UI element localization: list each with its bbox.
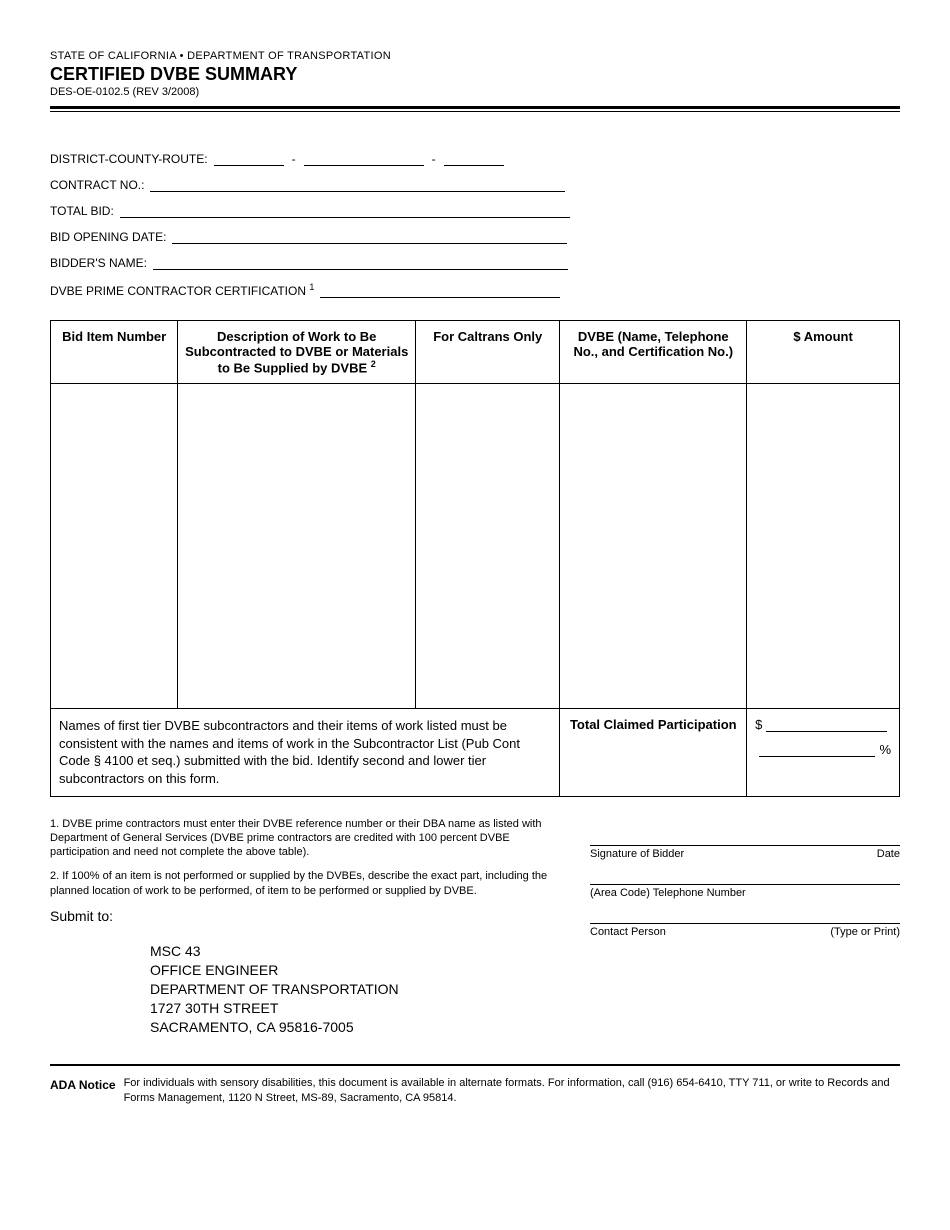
dollar-sign: $ xyxy=(755,717,762,732)
contact-block: Contact Person (Type or Print) xyxy=(590,923,900,938)
dcr-label: DISTRICT-COUNTY-ROUTE: xyxy=(50,152,208,166)
total-bid-input[interactable] xyxy=(120,204,570,218)
header-rule-thick xyxy=(50,106,900,109)
table-body-row xyxy=(51,384,900,709)
signature-block: Signature of Bidder Date xyxy=(590,845,900,860)
th-caltrans: For Caltrans Only xyxy=(416,321,560,384)
total-bid-label: TOTAL BID: xyxy=(50,204,114,218)
dcr-input-1[interactable] xyxy=(214,152,284,166)
dcr-dash-2: - xyxy=(424,152,444,166)
addr-line-4: 1727 30TH STREET xyxy=(150,999,566,1018)
th-bid-item: Bid Item Number xyxy=(51,321,178,384)
addr-line-3: DEPARTMENT OF TRANSPORTATION xyxy=(150,980,566,999)
contract-no-input[interactable] xyxy=(150,178,565,192)
dcr-input-3[interactable] xyxy=(444,152,504,166)
subcontractor-note: Names of first tier DVBE subcontractors … xyxy=(51,709,560,796)
total-percent-input[interactable] xyxy=(759,743,875,757)
dvbe-prime-row: DVBE PRIME CONTRACTOR CERTIFICATION 1 xyxy=(50,282,900,298)
contract-no-label: CONTRACT NO.: xyxy=(50,178,144,192)
cell-amount[interactable] xyxy=(747,384,900,709)
bidders-name-input[interactable] xyxy=(153,256,568,270)
phone-block: (Area Code) Telephone Number xyxy=(590,884,900,899)
dvbe-table: Bid Item Number Description of Work to B… xyxy=(50,320,900,797)
th-description: Description of Work to Be Subcontracted … xyxy=(178,321,416,384)
dvbe-prime-input[interactable] xyxy=(320,284,560,298)
dept-line: STATE OF CALIFORNIA • DEPARTMENT OF TRAN… xyxy=(50,50,900,62)
cell-bid-item[interactable] xyxy=(51,384,178,709)
bottom-section: 1. DVBE prime contractors must enter the… xyxy=(50,803,900,1037)
total-claimed-label: Total Claimed Participation xyxy=(560,709,747,796)
ada-notice: ADA Notice For individuals with sensory … xyxy=(50,1066,900,1106)
cell-dvbe[interactable] xyxy=(560,384,747,709)
addr-line-2: OFFICE ENGINEER xyxy=(150,961,566,980)
signature-caption: Signature of Bidder xyxy=(590,848,684,860)
bid-opening-label: BID OPENING DATE: xyxy=(50,230,166,244)
table-total-row: Names of first tier DVBE subcontractors … xyxy=(51,709,900,796)
submit-to-label: Submit to: xyxy=(50,908,566,924)
dcr-input-2[interactable] xyxy=(304,152,424,166)
table-header-row: Bid Item Number Description of Work to B… xyxy=(51,321,900,384)
addr-line-1: MSC 43 xyxy=(150,942,566,961)
bid-opening-input[interactable] xyxy=(172,230,567,244)
bidders-name-row: BIDDER'S NAME: xyxy=(50,256,900,270)
ada-label: ADA Notice xyxy=(50,1076,116,1092)
percent-sign: % xyxy=(879,742,891,757)
cell-description[interactable] xyxy=(178,384,416,709)
addr-line-5: SACRAMENTO, CA 95816-7005 xyxy=(150,1018,566,1037)
ada-text: For individuals with sensory disabilitie… xyxy=(124,1076,900,1106)
right-column: Signature of Bidder Date (Area Code) Tel… xyxy=(590,803,900,1037)
type-print-caption: (Type or Print) xyxy=(830,926,900,938)
submit-address: MSC 43 OFFICE ENGINEER DEPARTMENT OF TRA… xyxy=(150,942,566,1036)
dcr-row: DISTRICT-COUNTY-ROUTE: - - xyxy=(50,152,900,166)
form-title: CERTIFIED DVBE SUMMARY xyxy=(50,64,900,85)
footnotes-block: 1. DVBE prime contractors must enter the… xyxy=(50,817,566,898)
th-amount: $ Amount xyxy=(747,321,900,384)
date-caption: Date xyxy=(877,848,900,860)
dcr-dash-1: - xyxy=(284,152,304,166)
cell-caltrans[interactable] xyxy=(416,384,560,709)
contract-no-row: CONTRACT NO.: xyxy=(50,178,900,192)
contact-caption: Contact Person xyxy=(590,926,666,938)
phone-caption: (Area Code) Telephone Number xyxy=(590,887,746,899)
total-dollar-input[interactable] xyxy=(766,718,887,732)
form-id: DES-OE-0102.5 (REV 3/2008) xyxy=(50,86,900,98)
fields-section: DISTRICT-COUNTY-ROUTE: - - CONTRACT NO.:… xyxy=(50,152,900,298)
bid-opening-row: BID OPENING DATE: xyxy=(50,230,900,244)
footnote-1: 1. DVBE prime contractors must enter the… xyxy=(50,817,566,860)
th-dvbe: DVBE (Name, Telephone No., and Certifica… xyxy=(560,321,747,384)
form-header: STATE OF CALIFORNIA • DEPARTMENT OF TRAN… xyxy=(50,50,900,98)
header-rule-thin xyxy=(50,111,900,112)
dvbe-prime-label: DVBE PRIME CONTRACTOR CERTIFICATION 1 xyxy=(50,282,314,298)
bidders-name-label: BIDDER'S NAME: xyxy=(50,256,147,270)
total-bid-row: TOTAL BID: xyxy=(50,204,900,218)
left-column: 1. DVBE prime contractors must enter the… xyxy=(50,803,566,1037)
footnote-2: 2. If 100% of an item is not performed o… xyxy=(50,869,566,898)
total-amount-cell: $ % xyxy=(747,709,900,796)
